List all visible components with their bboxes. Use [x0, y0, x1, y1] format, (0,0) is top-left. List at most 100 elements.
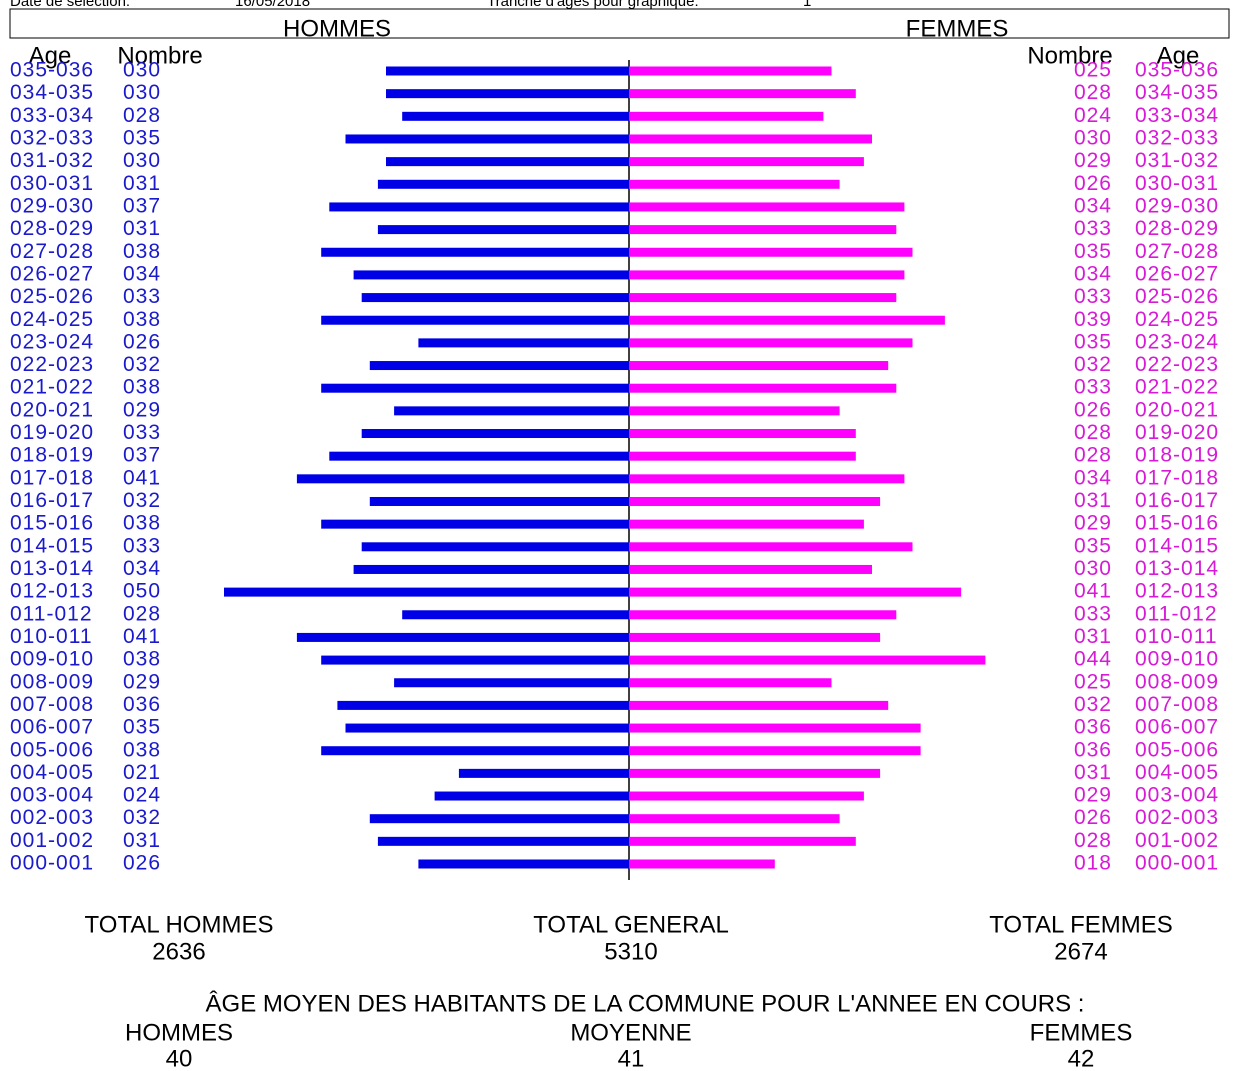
bar [629, 655, 986, 665]
bar [386, 89, 629, 99]
age-label: 001-002 [10, 829, 94, 852]
age-label: 007-008 [1135, 693, 1219, 716]
bar [369, 814, 629, 824]
col-age: Age [1157, 42, 1200, 69]
bar [629, 202, 905, 212]
count-label: 026 [1074, 398, 1112, 421]
bar [629, 768, 881, 778]
bar [296, 632, 629, 642]
count-label: 035 [123, 716, 161, 739]
age-label: 027-028 [10, 240, 94, 263]
date-label: Date de sélection: [10, 0, 130, 10]
age-label: 002-003 [10, 806, 94, 829]
age-label: 021-022 [1135, 376, 1219, 399]
age-label: 006-007 [1135, 716, 1219, 739]
count-label: 026 [1074, 806, 1112, 829]
count-label: 036 [1074, 738, 1112, 761]
age-label: 013-014 [1135, 557, 1219, 580]
age-label: 003-004 [10, 784, 94, 807]
bar [329, 451, 629, 461]
count-label: 026 [123, 852, 161, 875]
age-label: 032-033 [10, 127, 94, 150]
bar [296, 474, 629, 484]
age-label: 022-023 [1135, 353, 1219, 376]
age-label: 014-015 [1135, 534, 1219, 557]
age-label: 014-015 [10, 534, 94, 557]
bar [629, 678, 832, 688]
legend-men: HOMMES [283, 15, 391, 42]
count-label: 030 [123, 59, 161, 82]
count-label: 031 [1074, 625, 1112, 648]
bar [629, 293, 897, 303]
age-label: 024-025 [10, 308, 94, 331]
bar [361, 542, 629, 552]
age-label: 012-013 [10, 580, 94, 603]
bar [377, 836, 629, 846]
age-label: 019-020 [10, 421, 94, 444]
count-label: 030 [123, 81, 161, 104]
bar [629, 542, 913, 552]
count-label: 034 [123, 262, 161, 285]
age-label: 017-018 [10, 466, 94, 489]
count-label: 032 [1074, 693, 1112, 716]
age-label: 005-006 [1135, 738, 1219, 761]
count-label: 033 [123, 285, 161, 308]
age-label: 027-028 [1135, 240, 1219, 263]
total-label: TOTAL GENERAL [533, 911, 729, 938]
legend-women: FEMMES [906, 15, 1009, 42]
count-label: 032 [123, 806, 161, 829]
age-label: 002-003 [1135, 806, 1219, 829]
count-label: 024 [123, 784, 161, 807]
average-label: MOYENNE [570, 1019, 691, 1046]
bar [629, 157, 864, 167]
age-label: 029-030 [10, 194, 94, 217]
count-label: 028 [1074, 81, 1112, 104]
total-label: TOTAL HOMMES [85, 911, 274, 938]
bar [629, 564, 872, 574]
age-label: 034-035 [10, 81, 94, 104]
bar [629, 225, 897, 235]
count-label: 030 [123, 149, 161, 172]
bar [329, 202, 629, 212]
bar [377, 225, 629, 235]
bar [629, 315, 945, 325]
count-label: 031 [1074, 489, 1112, 512]
age-label: 028-029 [10, 217, 94, 240]
bar [629, 406, 840, 416]
bar [321, 519, 629, 529]
count-label: 024 [1074, 104, 1112, 127]
bar [629, 270, 905, 280]
age-label: 032-033 [1135, 127, 1219, 150]
age-label: 016-017 [10, 489, 94, 512]
count-label: 038 [123, 738, 161, 761]
age-label: 026-027 [10, 262, 94, 285]
age-label: 009-010 [10, 648, 94, 671]
age-label: 015-016 [10, 512, 94, 535]
count-label: 028 [1074, 444, 1112, 467]
count-label: 041 [123, 466, 161, 489]
count-label: 031 [123, 172, 161, 195]
bar [458, 768, 629, 778]
count-label: 036 [1074, 716, 1112, 739]
count-label: 026 [1074, 172, 1112, 195]
age-label: 024-025 [1135, 308, 1219, 331]
bar [394, 678, 629, 688]
count-label: 025 [1074, 670, 1112, 693]
age-label: 015-016 [1135, 512, 1219, 535]
col-count: Nombre [117, 42, 202, 69]
bar [224, 587, 629, 597]
age-label: 019-020 [1135, 421, 1219, 444]
count-label: 033 [1074, 217, 1112, 240]
age-label: 017-018 [1135, 466, 1219, 489]
count-label: 028 [123, 602, 161, 625]
bar [629, 66, 832, 76]
bar [369, 496, 629, 506]
count-label: 028 [1074, 421, 1112, 444]
bar [361, 293, 629, 303]
count-label: 044 [1074, 648, 1112, 671]
age-label: 016-017 [1135, 489, 1219, 512]
bar [345, 134, 629, 144]
age-label: 006-007 [10, 716, 94, 739]
bar [629, 383, 897, 393]
